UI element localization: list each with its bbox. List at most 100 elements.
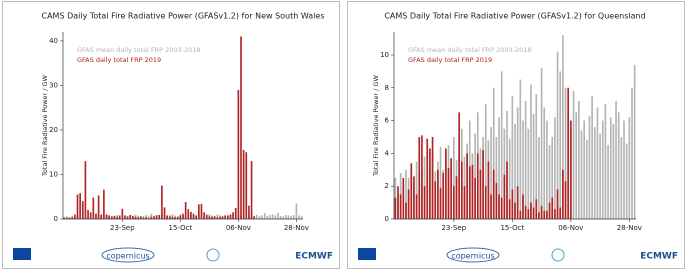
bar <box>295 203 298 219</box>
y-tick-label: 10 <box>380 51 389 59</box>
x-tick-label: 23-Sep <box>110 224 135 232</box>
bar <box>97 195 100 219</box>
bar <box>234 207 237 219</box>
bar <box>476 153 479 219</box>
bar <box>490 194 492 219</box>
bar <box>277 212 279 219</box>
bar <box>89 212 92 219</box>
bar <box>142 217 145 219</box>
logo-mark <box>551 248 565 262</box>
bar <box>261 215 263 219</box>
bar <box>216 214 219 219</box>
bar <box>434 181 437 219</box>
bar <box>551 197 554 219</box>
bar <box>495 182 498 219</box>
bar <box>490 127 492 219</box>
bar <box>126 216 129 219</box>
bar <box>405 202 407 219</box>
bar <box>421 135 423 219</box>
bar <box>484 104 487 219</box>
y-tick-label: 10 <box>49 170 58 178</box>
bar <box>514 123 516 219</box>
bar <box>124 215 126 219</box>
logo-mark <box>206 248 220 262</box>
bar <box>158 214 161 219</box>
bar <box>474 177 476 219</box>
bar <box>530 84 532 219</box>
bar <box>410 163 413 219</box>
logo-text: copernicus <box>106 252 149 261</box>
bar <box>559 207 562 219</box>
bar <box>221 216 224 219</box>
logo-text: ECMWF <box>295 252 333 262</box>
bar <box>524 100 527 219</box>
bar <box>92 197 95 219</box>
bar <box>559 71 562 219</box>
bar <box>519 210 522 219</box>
bar <box>407 189 410 219</box>
bar <box>577 100 580 219</box>
panel: CAMS Daily Total Fire Radiative Power (G… <box>2 1 340 269</box>
bar <box>118 215 121 219</box>
bar <box>633 64 636 219</box>
bar <box>399 194 402 219</box>
bar <box>95 213 97 219</box>
bar <box>171 216 174 219</box>
bar <box>437 169 439 219</box>
bar <box>591 95 593 219</box>
bar <box>535 94 538 219</box>
bar <box>63 216 66 219</box>
bar <box>147 218 150 219</box>
bar <box>562 35 564 219</box>
bar <box>535 199 538 219</box>
bar <box>271 214 274 219</box>
bar <box>242 149 245 219</box>
bar <box>105 214 108 219</box>
bar <box>516 186 519 219</box>
bar <box>548 202 551 219</box>
legend-entry: GFAS daily total FRP 2019 <box>77 56 161 64</box>
bar <box>516 107 519 219</box>
bar <box>527 209 530 219</box>
chart: CAMS Daily Total Fire Radiative Power (G… <box>13 12 333 263</box>
bar <box>290 215 292 219</box>
bar <box>439 146 442 219</box>
bar <box>567 87 570 219</box>
bar <box>588 115 591 219</box>
bar <box>292 214 295 219</box>
bar <box>442 173 445 219</box>
bar <box>121 208 124 219</box>
bar <box>132 215 134 219</box>
bar <box>163 207 166 219</box>
y-tick-label: 4 <box>385 149 390 157</box>
bar <box>282 216 285 219</box>
bar <box>506 161 508 219</box>
bar <box>546 210 548 219</box>
bar <box>615 100 617 219</box>
bar <box>492 169 495 219</box>
bar <box>68 217 71 219</box>
bar <box>522 194 524 219</box>
bar <box>179 215 182 219</box>
bar <box>580 130 583 219</box>
bar <box>205 214 208 219</box>
bar <box>113 215 116 219</box>
bar <box>453 136 455 219</box>
y-axis-label: Total Fire Radiative Power / GW <box>372 74 380 176</box>
bar <box>81 201 84 219</box>
x-tick-label: 28-Nov <box>617 224 642 232</box>
bar <box>274 215 277 219</box>
bar <box>426 138 429 219</box>
bar <box>511 189 514 219</box>
bar <box>564 181 567 219</box>
bar <box>487 161 490 219</box>
bar <box>134 216 137 219</box>
bar <box>250 161 253 219</box>
bar <box>570 120 572 219</box>
bar <box>546 120 548 219</box>
y-tick-label: 0 <box>385 215 389 223</box>
bar <box>174 217 176 219</box>
bar <box>495 136 498 219</box>
bar <box>423 186 426 219</box>
bar <box>258 216 261 219</box>
